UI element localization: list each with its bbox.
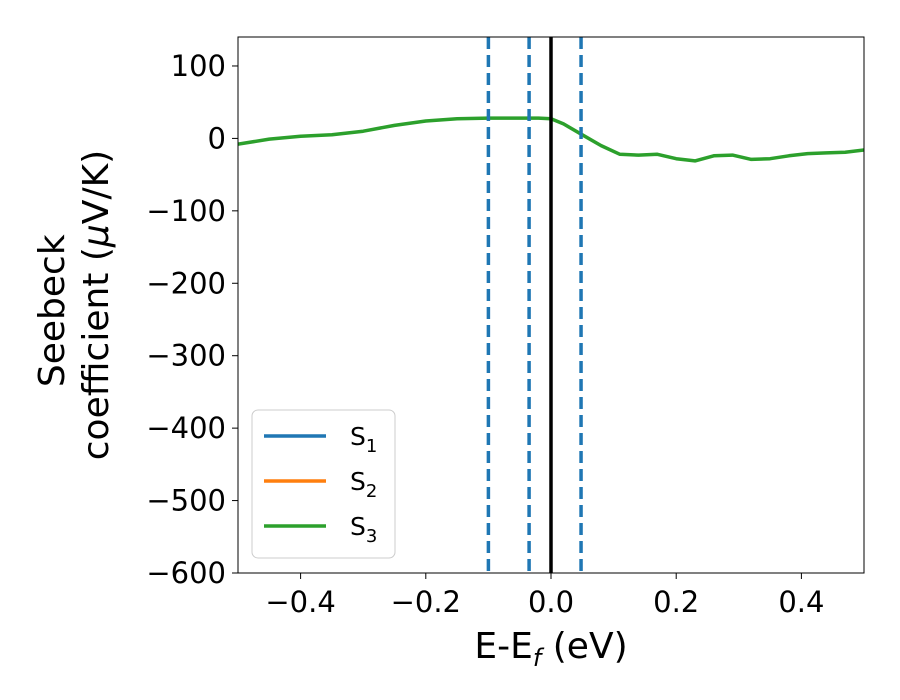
y-tick-label: −200 — [146, 266, 226, 300]
y-tick-label: −400 — [146, 411, 226, 445]
legend-label-s1: S1 — [350, 422, 377, 457]
legend-label-s3: S3 — [350, 512, 377, 547]
y-tick-label: 100 — [171, 49, 226, 83]
x-tick-label: −0.2 — [391, 585, 461, 619]
y-tick-label: −600 — [146, 556, 226, 590]
legend-box — [251, 409, 396, 559]
y-tick-label: −100 — [146, 194, 226, 228]
x-tick-label: 0.2 — [653, 585, 699, 619]
legend-label-s2: S2 — [350, 467, 377, 502]
x-tick-label: −0.4 — [265, 585, 335, 619]
plot-area — [238, 37, 864, 573]
x-axis: −0.4 −0.2 0.0 0.2 0.4 — [265, 573, 824, 619]
y-axis: 100 0 −100 −200 −300 −400 −500 −600 — [146, 49, 238, 590]
x-tick-label: 0.0 — [528, 585, 574, 619]
y-tick-label: −500 — [146, 484, 226, 518]
y-tick-label: 0 — [208, 121, 226, 155]
x-tick-label: 0.4 — [778, 585, 824, 619]
legend: S1 S2 S3 — [251, 409, 396, 559]
x-axis-label: E-Ef (eV) — [474, 626, 627, 672]
series-line-s3 — [238, 116, 864, 163]
y-tick-label: −300 — [146, 339, 226, 373]
y-axis-label: Seebeck coefficient (μV/K) — [32, 150, 117, 460]
